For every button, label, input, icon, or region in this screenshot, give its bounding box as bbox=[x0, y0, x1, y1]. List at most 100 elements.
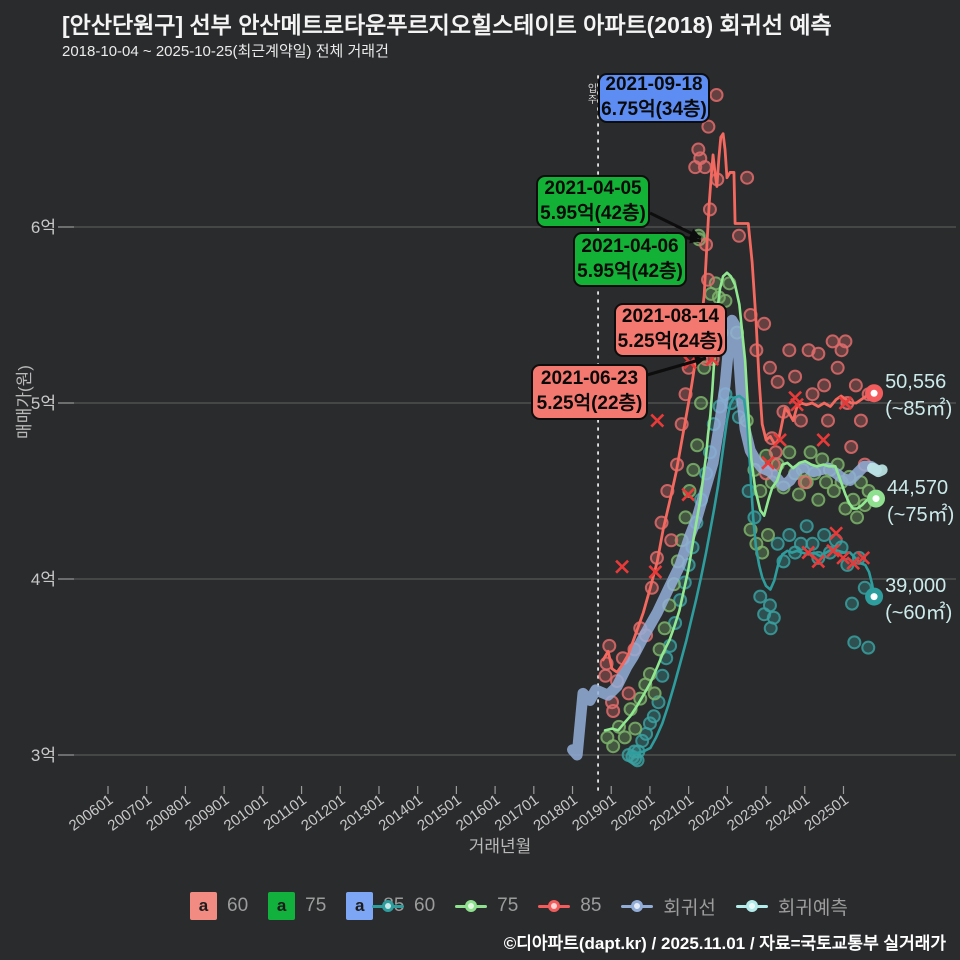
scatter-point-75 bbox=[791, 487, 806, 502]
scatter-point-75 bbox=[811, 492, 826, 507]
scatter-point-85 bbox=[768, 445, 783, 460]
scatter-point-75 bbox=[826, 484, 841, 498]
scatter-point-85 bbox=[762, 360, 777, 375]
line-75 bbox=[603, 271, 878, 732]
scatter-point-75 bbox=[686, 462, 701, 477]
scatter-point-85 bbox=[844, 440, 859, 454]
legend-marker-60 bbox=[372, 899, 404, 913]
scatter-point-85 bbox=[757, 316, 772, 331]
prediction-value: 44,570 bbox=[887, 476, 949, 499]
legend-marker-75 bbox=[455, 899, 488, 913]
y-tick-label: 4억 bbox=[31, 570, 56, 589]
scatter-point-60 bbox=[847, 635, 862, 650]
scatter-point-85 bbox=[770, 374, 785, 389]
legend-patch-75: a bbox=[268, 892, 296, 920]
cancelled-x-mark bbox=[846, 556, 861, 571]
prediction-marker-center bbox=[872, 495, 880, 503]
scatter-point-60 bbox=[799, 519, 814, 534]
page-subtitle: 2018-10-04 ~ 2025-10-25(최근계약일) 전체 거래건 bbox=[62, 43, 389, 60]
x-axis-label: 거래년월 bbox=[469, 837, 532, 856]
y-tick-label: 6억 bbox=[31, 218, 56, 237]
annotation-date: 2021-08-14 bbox=[621, 306, 720, 328]
legend: a 60 a 75 a 85 60 75 85 회귀선 회귀예측 bbox=[0, 884, 960, 928]
annotation-box-red-1: 2021-08-14 5.25억(24층) bbox=[614, 303, 727, 357]
cancelled-x-mark bbox=[681, 487, 696, 502]
cancelled-x-mark bbox=[615, 559, 629, 574]
cancelled-x-mark bbox=[856, 550, 871, 565]
legend-marker-회귀선 bbox=[621, 899, 654, 913]
cancelled-x-mark bbox=[790, 397, 804, 412]
legend-patch-label: 75 bbox=[305, 895, 327, 916]
scatter-point-75 bbox=[647, 686, 662, 701]
scatter-point-85 bbox=[731, 228, 746, 243]
legend-marker-label: 회귀예측 bbox=[777, 897, 848, 919]
legend-marker-label: 85 bbox=[580, 895, 602, 916]
scatter-point-60 bbox=[782, 528, 797, 542]
scatter-point-85 bbox=[621, 686, 636, 701]
scatter-point-60 bbox=[655, 668, 670, 683]
line-85 bbox=[601, 132, 876, 674]
scatter-point-85 bbox=[811, 346, 826, 361]
scatter-point-75 bbox=[657, 621, 672, 636]
scatter-point-85 bbox=[740, 170, 755, 185]
legend-marker-label: 60 bbox=[414, 895, 436, 916]
x-tick-label: 201001 bbox=[221, 791, 271, 834]
scatter-point-85 bbox=[701, 119, 716, 134]
annotation-box-red-2: 2021-06-23 5.25억(22층) bbox=[531, 364, 648, 420]
x-tick-label: 202501 bbox=[801, 791, 851, 834]
scatter-point-60 bbox=[861, 640, 876, 655]
annotation-date: 2021-06-23 bbox=[540, 368, 639, 390]
prediction-label-75: 44,570 (~75㎡) bbox=[887, 475, 954, 529]
annotation-arrowhead bbox=[694, 356, 706, 366]
scatter-point-85 bbox=[830, 360, 845, 375]
scatter-point-75 bbox=[850, 510, 865, 525]
cancelled-x-mark bbox=[826, 543, 840, 558]
legend-marker-label: 75 bbox=[497, 895, 519, 916]
annotation-box-high: 2021-09-18 6.75억(34층) bbox=[598, 73, 710, 123]
legend-series-markers: 60 75 85 회귀선 회귀예측 bbox=[372, 884, 868, 928]
legend-patch-85: a bbox=[346, 892, 374, 920]
scatter-point-75 bbox=[617, 730, 632, 745]
legend-area-patches: a60a75a85 bbox=[190, 884, 424, 928]
annotation-box-green-1: 2021-04-05 5.95억(42층) bbox=[536, 175, 650, 228]
page-title: [안산단원구] 선부 안산메트로타운푸르지오힐스테이트 아파트(2018) 회귀… bbox=[62, 12, 832, 38]
cancelled-x-mark bbox=[838, 396, 853, 410]
scatter-point-60 bbox=[766, 610, 781, 625]
scatter-point-85 bbox=[817, 378, 832, 393]
annotation-value: 6.75억(34층) bbox=[601, 99, 707, 120]
scatter-point-85 bbox=[848, 378, 863, 393]
scatter-point-85 bbox=[838, 334, 853, 349]
prediction-area: (~85㎡) bbox=[885, 398, 953, 421]
legend-patch-60: a bbox=[190, 892, 217, 920]
legend-marker-회귀예측 bbox=[735, 899, 768, 913]
scatter-point-75 bbox=[761, 528, 776, 542]
scatter-point-85 bbox=[664, 533, 679, 548]
annotation-date: 2021-09-18 bbox=[605, 74, 703, 96]
scatter-point-60 bbox=[753, 589, 768, 604]
annotation-value: 5.95억(42층) bbox=[540, 202, 646, 224]
scatter-point-85 bbox=[805, 387, 820, 402]
legend-patch-label: 60 bbox=[227, 895, 249, 916]
credit-footer: ©디아파트(dapt.kr) / 2025.11.01 / 자료=국토교통부 실… bbox=[503, 934, 946, 953]
scatter-point-60 bbox=[762, 598, 777, 613]
annotation-date: 2021-04-05 bbox=[544, 177, 642, 199]
move-in-label: 입주 bbox=[585, 83, 596, 105]
legend-marker-label: 회귀선 bbox=[663, 897, 716, 919]
scatter-point-85 bbox=[797, 475, 812, 490]
scatter-point-85 bbox=[606, 704, 621, 718]
annotation-arrowhead bbox=[689, 233, 701, 244]
annotation-value: 5.95억(42층) bbox=[577, 260, 683, 282]
cancelled-x-mark bbox=[811, 554, 826, 569]
scatter-point-85 bbox=[709, 88, 724, 102]
scatter-point-60 bbox=[845, 596, 860, 611]
annotation-value: 5.25억(22층) bbox=[536, 393, 643, 414]
scatter-point-75 bbox=[694, 396, 709, 410]
cancelled-x-mark bbox=[788, 390, 803, 405]
annotation-date: 2021-04-06 bbox=[581, 235, 679, 257]
scatter-point-85 bbox=[602, 638, 617, 653]
scatter-point-85 bbox=[788, 369, 803, 384]
scatter-point-85 bbox=[697, 160, 712, 175]
prediction-marker-center bbox=[870, 593, 878, 601]
